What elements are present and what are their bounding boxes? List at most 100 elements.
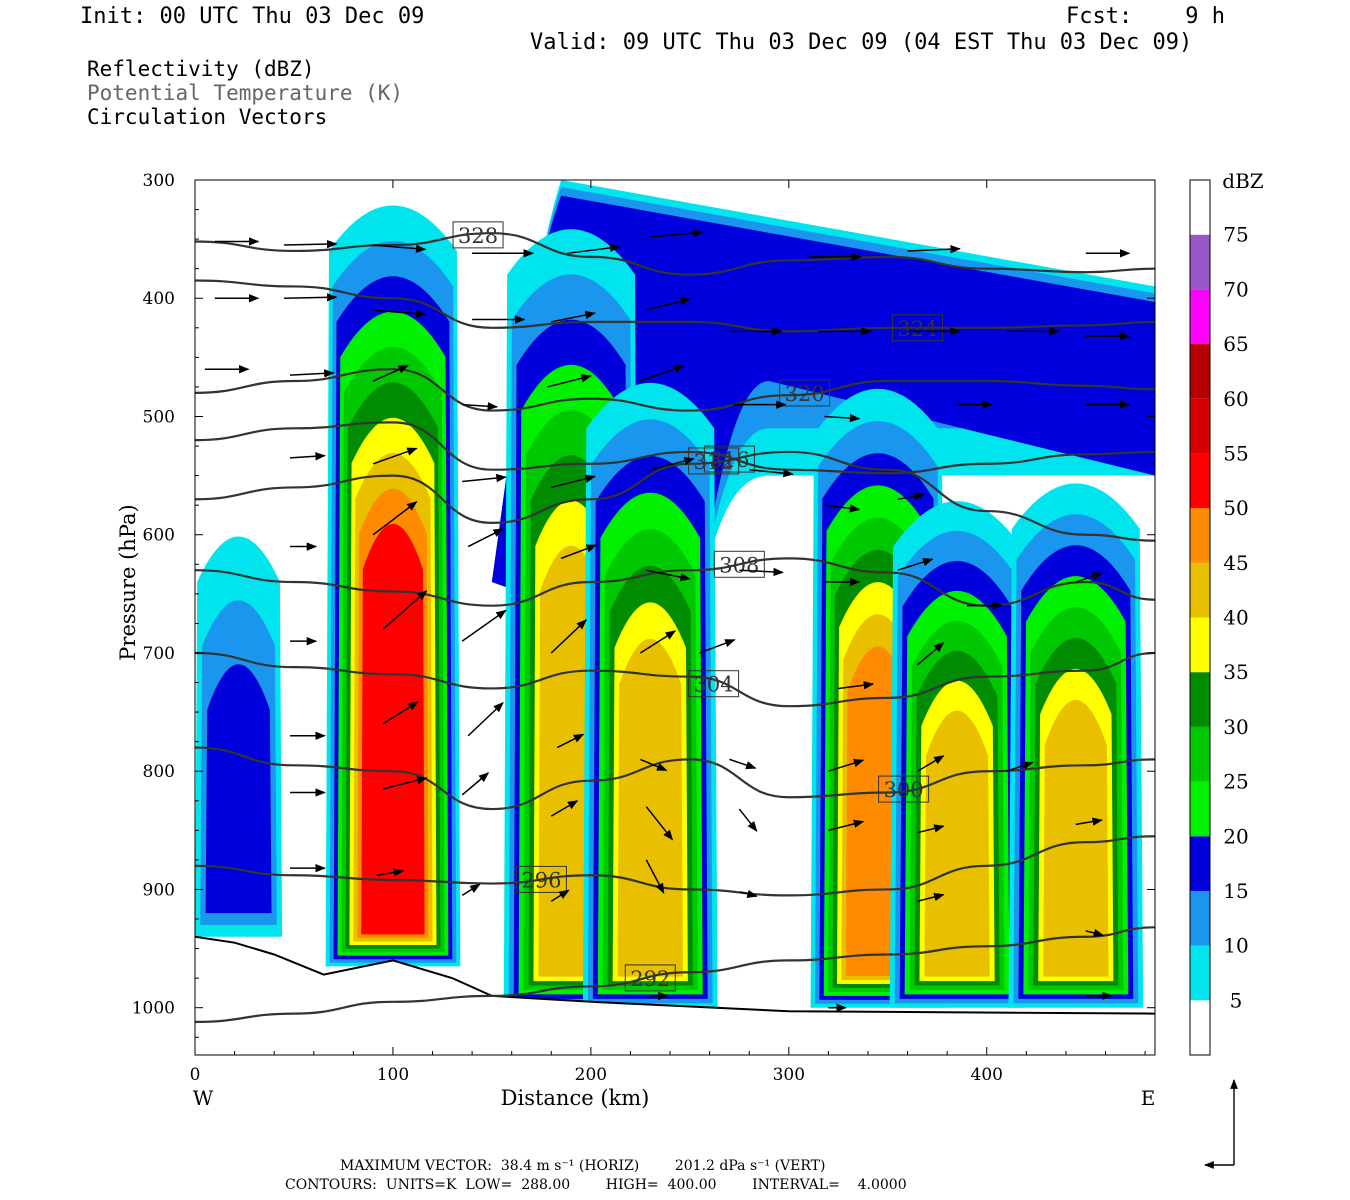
vector-arrow xyxy=(467,702,504,737)
theta-line-320 xyxy=(195,368,1155,412)
vector-arrow xyxy=(284,239,338,249)
refl-cell-3-40 xyxy=(617,638,683,977)
theta-label-box-324 xyxy=(891,314,943,342)
vector-arrow xyxy=(1006,761,1034,772)
vector-arrow xyxy=(645,806,674,841)
vector-arrow xyxy=(289,369,335,378)
valid-time: Valid: 09 UTC Thu 03 Dec 09 (04 EST Thu … xyxy=(530,30,1193,55)
vector-arrow xyxy=(917,824,945,834)
x-tick-label: 400 xyxy=(971,1065,1003,1085)
theta-label-box-300 xyxy=(878,775,930,803)
vector-arrow xyxy=(372,447,418,465)
theta-line-316 xyxy=(195,421,1155,475)
colorbar-tick-label: 60 xyxy=(1223,387,1248,411)
vector-arrow xyxy=(382,701,419,725)
vector-arrow xyxy=(284,293,338,302)
vector-arrow xyxy=(1075,572,1103,583)
y-tick-label: 500 xyxy=(143,407,175,427)
theta-line-304 xyxy=(195,651,1155,708)
refl-cell-6-40 xyxy=(1043,699,1109,977)
colorbar-tick-label: 75 xyxy=(1223,223,1248,247)
theta-label-box-296 xyxy=(515,865,567,893)
theta-label-300: 300 xyxy=(884,778,924,802)
theta-label-328: 328 xyxy=(458,224,498,248)
colorbar-tick-label: 25 xyxy=(1223,770,1248,794)
vector-arrow xyxy=(376,868,405,877)
vector-arrow xyxy=(738,808,758,832)
vector-arrow xyxy=(739,889,758,898)
theta-label-292: 292 xyxy=(630,967,670,991)
theta-label-308: 308 xyxy=(719,553,759,577)
colorbar-swatch xyxy=(1190,781,1210,837)
vector-arrow xyxy=(828,819,865,832)
vector-arrow xyxy=(838,681,875,690)
colorbar-swatch xyxy=(1190,672,1210,727)
theta-line-312 xyxy=(195,450,1155,542)
theta-line-296 xyxy=(195,835,1155,897)
vector-arrow xyxy=(640,758,668,772)
x-tick-label: 100 xyxy=(377,1065,409,1085)
colorbar-tick-label: 45 xyxy=(1223,551,1248,575)
theta-label-box-308 xyxy=(713,550,765,578)
vector-arrow xyxy=(917,892,945,903)
vector-arrow xyxy=(461,772,490,796)
vector-arrow xyxy=(645,859,665,894)
vector-arrow xyxy=(372,501,418,536)
vector-arrow xyxy=(917,755,945,772)
vector-arrow xyxy=(556,733,585,749)
colorbar-swatch xyxy=(1190,726,1210,782)
theta-label-box-304 xyxy=(688,670,740,698)
vector-arrow xyxy=(729,758,757,770)
x-tick-label: 300 xyxy=(773,1065,805,1085)
vector-arrow xyxy=(560,544,598,560)
colorbar-tick-label: 65 xyxy=(1223,332,1248,356)
x-tick-label: 0 xyxy=(190,1065,201,1085)
vector-arrow xyxy=(824,504,861,513)
y-tick-label: 800 xyxy=(143,762,175,782)
init-time: Init: 00 UTC Thu 03 Dec 09 xyxy=(80,4,425,29)
y-tick-label: 700 xyxy=(143,644,175,664)
y-tick-label: 900 xyxy=(143,880,175,900)
colorbar-swatch xyxy=(1190,945,1210,1001)
vector-arrow xyxy=(373,244,427,253)
theta-label-320: 320 xyxy=(785,382,825,406)
theta-label-box-292 xyxy=(624,964,676,992)
colorbar-swatch xyxy=(1190,1000,1210,1055)
colorbar-swatch xyxy=(1190,180,1210,235)
vector-arrow xyxy=(824,413,861,423)
vector-arrow xyxy=(462,402,499,411)
colorbar-tick-label: 20 xyxy=(1223,824,1248,848)
vector-arrow xyxy=(1085,928,1105,938)
vector-arrow xyxy=(551,310,596,323)
colorbar-swatch xyxy=(1190,344,1210,399)
theta-label-box-328 xyxy=(452,221,504,249)
x-axis-label: Distance (km) xyxy=(501,1086,650,1110)
vector-arrow xyxy=(461,609,507,642)
colorbar-tick-label: 50 xyxy=(1223,496,1248,520)
vector-arrow xyxy=(897,492,925,501)
max-vector-note: MAXIMUM VECTOR: 38.4 m s⁻¹ (HORIZ) 201.2… xyxy=(340,1158,826,1174)
colorbar-swatch xyxy=(1190,289,1210,345)
colorbar-tick-label: 5 xyxy=(1230,988,1243,1012)
vector-arrow xyxy=(646,297,691,311)
vector-arrow xyxy=(289,452,326,461)
vector-arrow xyxy=(382,776,428,790)
plot-frame-box xyxy=(194,179,1156,1056)
vector-arrow xyxy=(382,590,428,630)
vector-arrow xyxy=(650,456,695,471)
vector-arrow xyxy=(640,364,685,382)
colorbar-tick-label: 35 xyxy=(1223,660,1248,684)
colorbar-title: dBZ xyxy=(1222,169,1264,193)
field-theta: Potential Temperature (K) xyxy=(87,81,404,105)
colorbar-swatch xyxy=(1190,562,1210,618)
colorbar-tick-label: 15 xyxy=(1223,879,1248,903)
forecast-hour: Fcst: 9 h xyxy=(1066,4,1225,29)
vector-arrow xyxy=(897,558,934,571)
colorbar-tick-label: 30 xyxy=(1223,715,1248,739)
theta-label-box-320 xyxy=(779,379,831,407)
theta-label-316: 316 xyxy=(709,448,749,472)
theta-line-324 xyxy=(195,279,1155,333)
reflectivity-shading xyxy=(195,180,1155,1008)
colorbar-tick-label: 55 xyxy=(1223,441,1248,465)
